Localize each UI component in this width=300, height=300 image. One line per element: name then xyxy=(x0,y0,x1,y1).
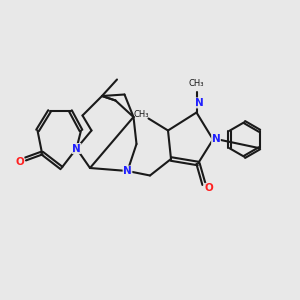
Text: O: O xyxy=(204,183,213,194)
Text: CH₃: CH₃ xyxy=(133,110,149,119)
Text: N: N xyxy=(72,143,81,154)
Text: N: N xyxy=(123,166,132,176)
Text: N: N xyxy=(194,98,203,108)
Text: CH₃: CH₃ xyxy=(189,80,204,88)
Text: O: O xyxy=(15,157,24,167)
Text: N: N xyxy=(212,134,220,145)
